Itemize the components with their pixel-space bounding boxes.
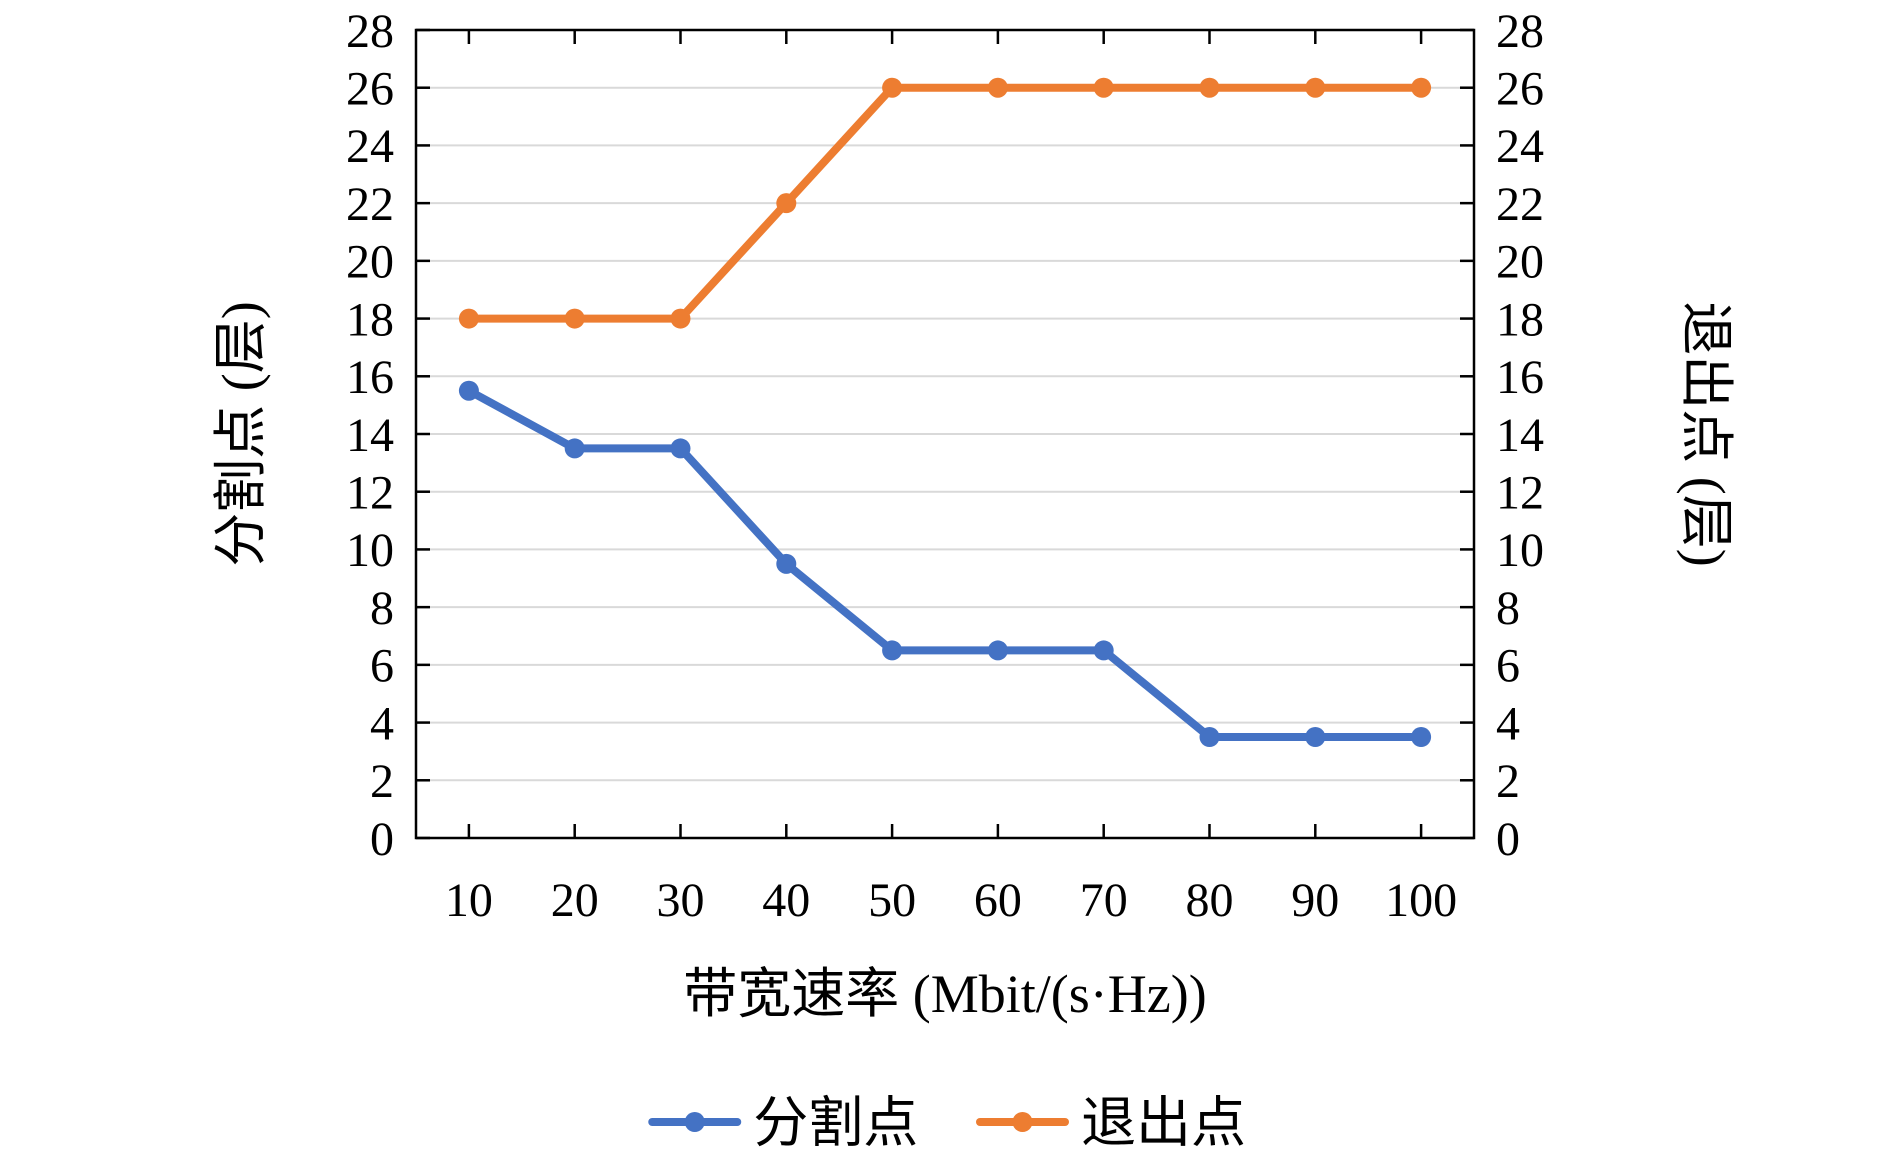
series-marker-退出点 [1305,77,1326,98]
y-axis-right-tick-label: 18 [1496,293,1544,346]
y-axis-right-title: 退出点 (层) [1676,301,1736,566]
y-axis-left-tick-label: 22 [346,178,394,231]
y-axis-left-tick-label: 20 [346,236,394,289]
y-axis-right-tick-label: 2 [1496,755,1520,808]
series-marker-退出点 [1411,77,1432,98]
y-axis-right-tick-label: 16 [1496,351,1544,404]
x-axis-title: 带宽速率 (Mbit/(s·Hz)) [683,964,1206,1024]
y-axis-left-tick-label: 14 [346,409,394,462]
y-axis-left-tick-label: 18 [346,293,394,346]
series-marker-退出点 [987,77,1008,98]
y-axis-left-tick-label: 8 [370,582,394,635]
x-axis-tick-label: 90 [1291,874,1339,927]
x-axis-tick-label: 100 [1385,874,1457,927]
x-axis-tick-label: 70 [1080,874,1128,927]
series-marker-分割点 [1093,640,1114,661]
x-axis-tick-label: 10 [445,874,493,927]
series-line-分割点 [464,386,1426,741]
y-axis-left-tick-label: 6 [370,640,394,693]
legend-label-分割点: 分割点 [753,1092,918,1153]
y-axis-right-tick-label: 28 [1496,5,1544,58]
x-axis-tick-label: 80 [1186,874,1234,927]
legend-label-退出点: 退出点 [1081,1092,1246,1153]
y-axis-left-tick-label: 0 [370,813,394,866]
y-axis-right-tick-label: 14 [1496,409,1544,462]
y-axis-left-tick-label: 26 [346,63,394,116]
y-axis-right-tick-label: 10 [1496,524,1544,577]
y-axis-right-tick-label: 0 [1496,813,1520,866]
series-marker-分割点 [564,438,585,459]
legend-sample-marker-退出点 [1012,1112,1033,1132]
series-line-退出点 [464,83,1426,323]
legend-sample-marker-分割点 [684,1112,705,1132]
series-marker-退出点 [564,308,585,329]
series-marker-分割点 [670,438,691,459]
y-axis-right-tick-label: 26 [1496,63,1544,116]
y-axis-right-tick-label: 6 [1496,640,1520,693]
y-axis-right-tick-label: 12 [1496,467,1544,520]
y-axis-left-tick-label: 28 [346,5,394,58]
y-axis-right-tick-label: 4 [1496,697,1520,750]
series-marker-退出点 [776,193,797,214]
series-marker-分割点 [882,640,903,661]
y-axis-left-tick-label: 10 [346,524,394,577]
series-marker-分割点 [1411,727,1432,747]
x-axis-tick-label: 30 [657,874,705,927]
series-marker-退出点 [670,308,691,329]
y-axis-left-tick-label: 2 [370,755,394,808]
series-marker-退出点 [458,308,479,329]
y-axis-right-tick-label: 22 [1496,178,1544,231]
series-marker-分割点 [458,380,479,401]
series-marker-分割点 [1199,727,1220,747]
series-marker-退出点 [1093,77,1114,98]
y-axis-right-tick-label: 20 [1496,236,1544,289]
series-marker-退出点 [882,77,903,98]
x-axis-tick-label: 60 [974,874,1022,927]
y-axis-left-tick-label: 4 [370,697,394,750]
series-marker-分割点 [987,640,1008,661]
x-axis-tick-label: 40 [762,874,810,927]
series-marker-退出点 [1199,77,1220,98]
y-axis-left-title: 分割点 (层) [211,301,271,566]
y-axis-right-tick-label: 8 [1496,582,1520,635]
y-axis-right-tick-label: 24 [1496,120,1544,173]
series-marker-分割点 [776,553,797,574]
y-axis-left-tick-label: 12 [346,467,394,520]
y-axis-left-tick-label: 16 [346,351,394,404]
y-axis-left-tick-label: 24 [346,120,394,173]
x-axis-tick-label: 20 [551,874,599,927]
series-marker-分割点 [1305,727,1326,747]
x-axis-tick-label: 50 [868,874,916,927]
